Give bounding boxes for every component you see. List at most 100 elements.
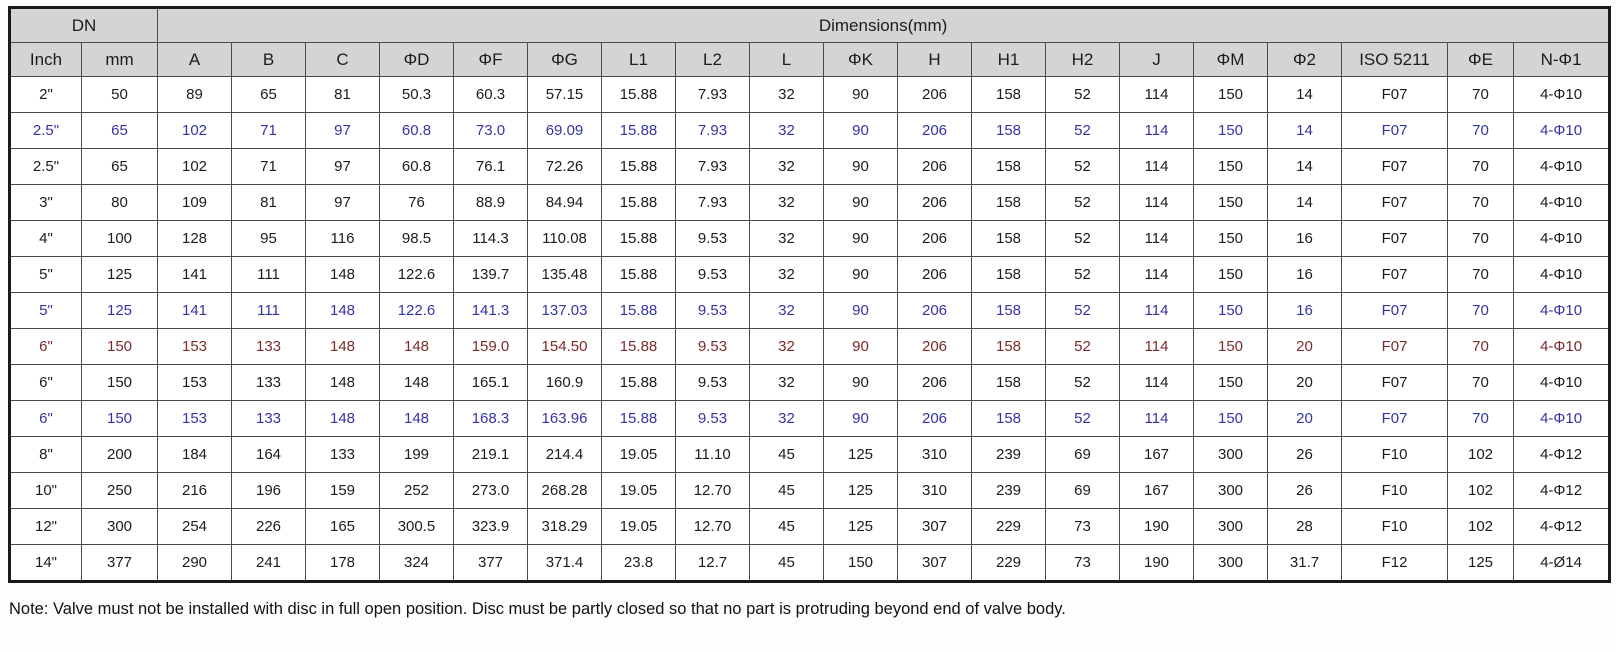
table-cell: 158 xyxy=(971,328,1046,365)
table-cell: 4-Φ10 xyxy=(1512,112,1611,149)
table-cell: 114 xyxy=(1119,328,1194,365)
table-cell: 7.93 xyxy=(675,76,750,113)
table-cell: 9.53 xyxy=(675,364,750,401)
table-cell: 148 xyxy=(379,328,454,365)
table-cell: 122.6 xyxy=(379,292,454,329)
table-cell: 12.70 xyxy=(675,508,750,545)
table-cell: 159 xyxy=(305,472,380,509)
table-cell: 206 xyxy=(897,256,972,293)
table-cell: 60.8 xyxy=(379,148,454,185)
table-cell: 307 xyxy=(897,508,972,545)
table-cell: 45 xyxy=(749,472,824,509)
table-cell: 32 xyxy=(749,76,824,113)
table-cell: 158 xyxy=(971,112,1046,149)
table-cell: 114 xyxy=(1119,148,1194,185)
table-cell: 11.10 xyxy=(675,436,750,473)
table-cell: 90 xyxy=(823,148,898,185)
table-cell: 206 xyxy=(897,220,972,257)
column-header-row: Inch mm A B C ΦD ΦF ΦG L1 L2 L ΦK H H1 H2 J ΦM Φ2 ISO 5211… xyxy=(9,42,1611,77)
column-header-1: Inch xyxy=(9,42,82,77)
table-cell: 300.5 xyxy=(379,508,454,545)
table-cell: 12" xyxy=(9,508,82,545)
column-header-3: A xyxy=(157,42,232,77)
table-cell: 12.70 xyxy=(675,472,750,509)
table-cell: 199 xyxy=(379,436,454,473)
table-cell: 153 xyxy=(157,328,232,365)
table-row: 12" 300 254 226 165 300.5 323.9 318.29 19.05 12.7… xyxy=(9,508,1611,545)
column-header-4: B xyxy=(231,42,306,77)
table-cell: 97 xyxy=(305,184,380,221)
table-cell: 6" xyxy=(9,328,82,365)
table-cell: 110.08 xyxy=(527,220,602,257)
table-cell: 252 xyxy=(379,472,454,509)
table-cell: 4" xyxy=(9,220,82,257)
table-cell: 100 xyxy=(81,220,158,257)
table-cell: 90 xyxy=(823,112,898,149)
table-cell: F10 xyxy=(1341,436,1448,473)
table-row: 2" 50 89 65 81 50.3 60.3 57.15 15.88 7.93 32 90 206 1… xyxy=(9,76,1611,113)
table-cell: 229 xyxy=(971,544,1046,582)
table-cell: 52 xyxy=(1045,400,1120,437)
table-cell: 50.3 xyxy=(379,76,454,113)
table-cell: 307 xyxy=(897,544,972,582)
table-cell: 254 xyxy=(157,508,232,545)
table-cell: 70 xyxy=(1447,328,1514,365)
table-cell: 32 xyxy=(749,256,824,293)
table-cell: 114 xyxy=(1119,220,1194,257)
table-cell: 32 xyxy=(749,184,824,221)
table-cell: 90 xyxy=(823,220,898,257)
table-cell: 32 xyxy=(749,148,824,185)
table-cell: 148 xyxy=(379,364,454,401)
table-cell: 71 xyxy=(231,148,306,185)
table-cell: F12 xyxy=(1341,544,1448,582)
table-cell: 148 xyxy=(305,256,380,293)
table-row: 4" 100 128 95 116 98.5 114.3 110.08 15.88 9.53 32 9… xyxy=(9,220,1611,257)
table-cell: 52 xyxy=(1045,184,1120,221)
table-cell: 95 xyxy=(231,220,306,257)
table-cell: 89 xyxy=(157,76,232,113)
table-row: 3" 80 109 81 97 76 88.9 84.94 15.88 7.93 32 90 206 15… xyxy=(9,184,1611,221)
table-cell: 15.88 xyxy=(601,400,676,437)
table-cell: 300 xyxy=(1193,472,1268,509)
header-group-row: DN Dimensions(mm) xyxy=(9,7,1611,43)
table-cell: 206 xyxy=(897,112,972,149)
table-cell: 15.88 xyxy=(601,76,676,113)
table-cell: 206 xyxy=(897,292,972,329)
table-cell: 45 xyxy=(749,544,824,582)
table-cell: 76 xyxy=(379,184,454,221)
table-cell: 150 xyxy=(1193,292,1268,329)
table-cell: 154.50 xyxy=(527,328,602,365)
table-cell: 114 xyxy=(1119,76,1194,113)
table-cell: 32 xyxy=(749,220,824,257)
table-cell: 111 xyxy=(231,256,306,293)
table-cell: 7.93 xyxy=(675,148,750,185)
table-cell: 163.96 xyxy=(527,400,602,437)
table-cell: 73 xyxy=(1045,544,1120,582)
table-cell: 229 xyxy=(971,508,1046,545)
table-cell: 52 xyxy=(1045,364,1120,401)
table-cell: 60.8 xyxy=(379,112,454,149)
table-cell: 52 xyxy=(1045,112,1120,149)
table-cell: 128 xyxy=(157,220,232,257)
table-cell: 133 xyxy=(231,328,306,365)
table-cell: 6" xyxy=(9,364,82,401)
table-cell: 125 xyxy=(823,508,898,545)
table-cell: 80 xyxy=(81,184,158,221)
table-cell: F07 xyxy=(1341,148,1448,185)
table-cell: 190 xyxy=(1119,508,1194,545)
table-cell: 160.9 xyxy=(527,364,602,401)
table-cell: 15.88 xyxy=(601,112,676,149)
table-cell: 52 xyxy=(1045,256,1120,293)
table-cell: 114.3 xyxy=(453,220,528,257)
table-cell: 15.88 xyxy=(601,148,676,185)
table-cell: 16 xyxy=(1267,256,1342,293)
table-cell: 32 xyxy=(749,328,824,365)
header-group-dn: DN xyxy=(9,7,158,43)
table-cell: 133 xyxy=(231,364,306,401)
table-cell: 32 xyxy=(749,112,824,149)
header-group-dimensions: Dimensions(mm) xyxy=(156,7,1611,43)
table-cell: F07 xyxy=(1341,400,1448,437)
table-cell: 5" xyxy=(9,256,82,293)
table-cell: 206 xyxy=(897,76,972,113)
table-cell: 102 xyxy=(1447,472,1514,509)
